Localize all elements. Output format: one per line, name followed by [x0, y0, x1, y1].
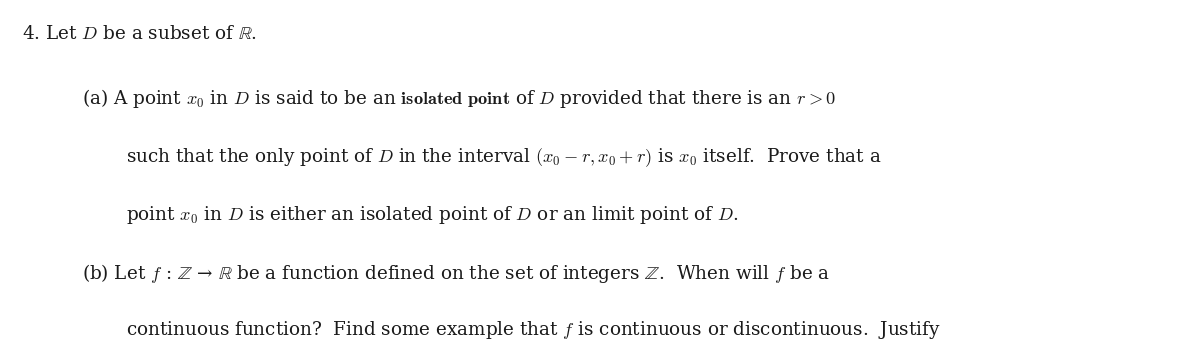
Text: continuous function?  Find some example that $f$ is continuous or discontinuous.: continuous function? Find some example t… — [126, 319, 941, 342]
Text: 4. Let $D$ be a subset of $\mathbb{R}$.: 4. Let $D$ be a subset of $\mathbb{R}$. — [22, 25, 257, 43]
Text: point $x_0$ in $D$ is either an isolated point of $D$ or an limit point of $D$.: point $x_0$ in $D$ is either an isolated… — [126, 204, 738, 226]
Text: such that the only point of $D$ in the interval $(x_0 - r, x_0 + r)$ is $x_0$ it: such that the only point of $D$ in the i… — [126, 146, 882, 169]
Text: (b) Let $f$ : $\mathbb{Z}$ → $\mathbb{R}$ be a function defined on the set of in: (b) Let $f$ : $\mathbb{Z}$ → $\mathbb{R}… — [82, 262, 829, 285]
Text: (a) A point $x_0$ in $D$ is said to be an $\bf{isolated\ point}$ of $D$ provided: (a) A point $x_0$ in $D$ is said to be a… — [82, 87, 835, 110]
